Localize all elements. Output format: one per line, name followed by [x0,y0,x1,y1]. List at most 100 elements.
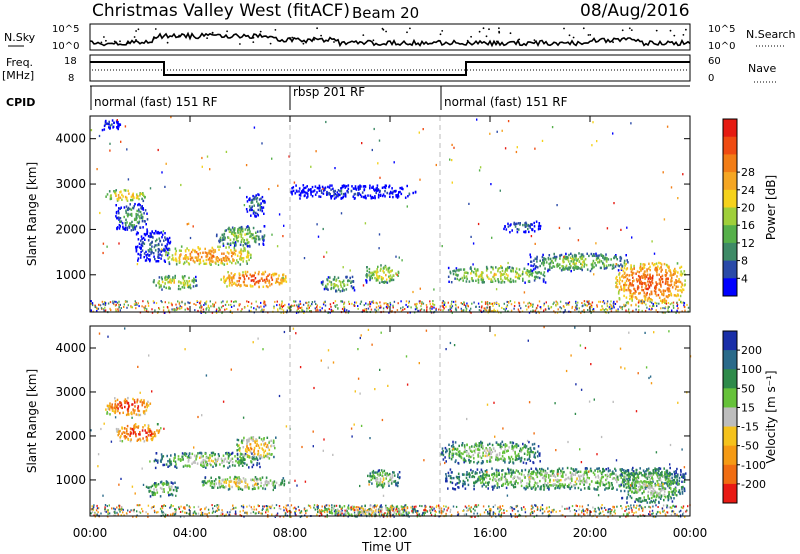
range-gate-cell [379,189,381,193]
range-gate-cell [481,305,483,308]
range-gate-cell [679,294,682,298]
range-gate-cell [658,296,661,299]
range-gate-cell [636,286,639,289]
range-gate-cell [212,460,214,463]
range-gate-cell [323,301,325,304]
range-gate-cell [450,309,452,312]
range-gate-cell [625,296,628,299]
range-gate-cell [299,192,302,195]
range-gate-cell [121,440,124,443]
range-gate-cell [681,290,683,294]
range-gate-cell [651,306,653,309]
range-gate-cell [478,305,481,308]
range-gate-cell [495,273,497,276]
range-gate-cell [356,510,359,513]
range-gate-cell [141,404,144,407]
range-gate-cell [231,276,234,280]
range-gate-cell [264,303,266,306]
range-gate-cell [335,284,338,287]
range-gate-cell [549,261,552,265]
range-gate-cell [675,279,677,282]
range-gate-cell [453,487,455,491]
range-gate-cell [142,410,145,413]
range-gate-cell [507,222,509,225]
range-gate-cell [255,300,257,303]
range-gate-cell [237,487,240,491]
range-gate-cell [334,300,337,303]
range-gate-cell [498,303,500,306]
range-gate-cell [188,249,190,252]
range-gate-cell [487,487,489,490]
nsearch-point [496,40,498,43]
range-gate-cell [411,508,414,511]
range-gate-cell [215,262,217,265]
range-gate-cell [181,458,183,461]
range-gate-cell [122,227,124,230]
range-gate-cell [127,208,129,212]
nsearch-label: N.Search [746,28,796,41]
range-gate-cell [204,247,206,251]
range-gate-cell [138,409,141,413]
range-gate-cell [189,257,192,260]
range-gate-cell [135,307,137,310]
range-gate-cell [571,305,574,308]
range-gate-cell [208,479,211,483]
range-gate-cell [515,469,518,472]
range-gate-cell [430,305,432,308]
range-gate-cell [375,306,378,309]
range-gate-cell [402,308,404,311]
range-gate-cell [379,477,382,480]
range-gate-cell [135,212,137,216]
range-gate-cell [221,262,224,265]
range-gate-cell [127,189,129,192]
range-gate-cell [316,306,318,309]
range-gate-cell [224,457,227,460]
range-gate-cell [306,301,308,304]
range-gate-cell [509,300,512,303]
range-gate-cell [404,196,407,199]
range-gate-cell [593,254,596,257]
range-gate-cell [115,427,118,431]
range-gate-cell [670,272,672,275]
range-gate-cell [252,233,254,237]
range-gate-cell [490,302,493,305]
range-gate-cell [375,309,378,312]
range-gate-cell [256,234,258,238]
range-gate-cell [506,277,508,280]
range-gate-cell [333,197,336,200]
range-gate-cell [362,507,364,511]
range-gate-cell [576,267,579,270]
nsearch-series-dots [100,27,687,45]
range-gate-cell [375,479,377,482]
range-gate-cell [575,256,577,259]
range-gate-cell [98,304,101,306]
range-gate-cell [501,306,503,309]
range-gate-cell [641,267,644,271]
range-gate-cell [211,311,214,314]
range-gate-cell [174,486,177,489]
range-gate-cell [389,506,392,509]
range-gate-cell [315,303,317,305]
range-gate-cell [310,188,312,191]
range-gate-cell [251,457,254,460]
range-gate-cell [166,278,169,281]
range-gate-cell [110,197,112,200]
range-gate-cell [475,269,477,273]
range-gate-cell [687,306,690,309]
range-gate-cell [556,262,559,266]
range-gate-cell [265,285,268,288]
range-gate-cell [392,471,394,474]
range-gate-cell [238,476,240,479]
range-gate-cell [402,306,404,309]
range-gate-cell [568,266,570,269]
range-gate-cell [591,264,594,268]
range-gate-cell [173,279,175,282]
range-gate-cell [254,458,256,461]
range-gate-cell [276,304,278,307]
near-range-scatter [90,116,690,314]
range-gate-cell [506,304,509,307]
range-gate-cell [238,251,241,254]
range-gate-cell [248,258,250,262]
range-gate-cell [389,303,392,306]
range-gate-cell [222,454,225,457]
